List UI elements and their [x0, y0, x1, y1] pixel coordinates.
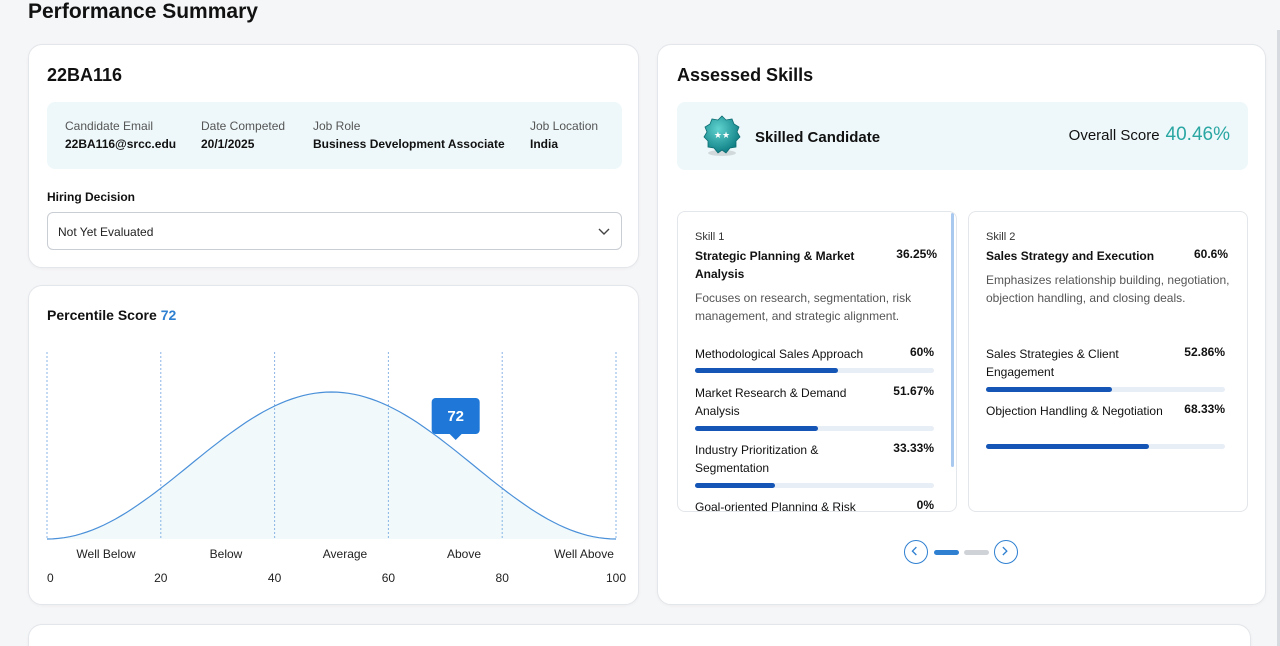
page-title: Performance Summary	[28, 0, 258, 23]
subskill-bar-track	[695, 368, 934, 373]
subskill-score: 60%	[909, 345, 934, 359]
job-location-label: Job Location	[530, 119, 599, 133]
percentile-card: Percentile Score 72 Well Below Below Averag…	[28, 285, 639, 605]
candidate-card: 22BA116 Candidate Email 22BA116@srcc.edu…	[28, 44, 639, 268]
subskill-item: Methodological Sales Approach 60%	[695, 345, 934, 373]
subskill-item: Market Research & Demand Analysis 51.67%	[695, 384, 934, 431]
subskill-score: 0%	[916, 498, 934, 512]
subskill-bar-fill	[695, 426, 819, 431]
percentile-value: 72	[160, 307, 177, 323]
job-location-value: India	[530, 137, 559, 151]
prev-button[interactable]	[904, 540, 928, 564]
x-tick-label: 0	[47, 571, 54, 585]
pager-dot[interactable]	[964, 550, 989, 555]
subskill-bar-track	[695, 426, 934, 431]
subskill-bar-track	[986, 387, 1225, 392]
percentile-title: Percentile Score 72	[47, 307, 176, 323]
hiring-decision-select[interactable]: Not Yet Evaluated	[47, 212, 622, 250]
subskill-score: 51.67%	[893, 384, 934, 398]
overall-score-label: Overall Score	[1068, 127, 1160, 144]
subskill-score: 33.33%	[893, 441, 934, 455]
skill-description: Emphasizes relationship building, negoti…	[986, 273, 1230, 305]
subskill-bar-fill	[986, 444, 1150, 449]
percentile-marker	[431, 398, 480, 440]
percentile-label: Percentile Score	[47, 307, 157, 323]
skill-card-1[interactable]: Skill 1 Strategic Planning & Market Anal…	[677, 211, 957, 512]
subskill-bar-fill	[695, 483, 775, 488]
subskill-item: Industry Prioritization & Segmentation 3…	[695, 441, 934, 488]
page-scrollbar[interactable]	[1277, 30, 1280, 646]
percentile-chart: Well Below Below Average Above Well Above 0 20…	[46, 352, 626, 585]
chevron-left-icon	[911, 546, 917, 556]
skilled-candidate-label: Skilled Candidate	[755, 129, 881, 146]
subskill-score: 52.86%	[1184, 345, 1225, 359]
subskill-name: Goal-oriented Planning & Risk	[695, 500, 856, 512]
subskill-name: Industry Prioritization & Segmentation	[695, 443, 819, 475]
x-tick-label: 40	[268, 571, 282, 585]
x-tick-label: 80	[496, 571, 510, 585]
subskill-item: Goal-oriented Planning & Risk 0%	[695, 498, 934, 512]
band-label: Well Above	[554, 547, 614, 561]
candidate-info-box: Candidate Email 22BA116@srcc.edu Date Co…	[47, 102, 622, 169]
date-label: Date Competed	[201, 119, 286, 133]
hiring-decision-value: Not Yet Evaluated	[58, 225, 154, 239]
chevron-right-icon	[1002, 546, 1008, 556]
overall-score-value: 40.46%	[1165, 124, 1230, 145]
subskill-score: 68.33%	[1184, 402, 1225, 416]
band-label: Average	[323, 547, 368, 561]
x-tick-label: 100	[606, 571, 626, 585]
skill-card-2[interactable]: Skill 2 Sales Strategy and Execution 60.…	[968, 211, 1248, 512]
skill-score: 60.6%	[1193, 247, 1228, 261]
band-label: Well Below	[76, 547, 135, 561]
assessed-skills-title: Assessed Skills	[677, 65, 814, 85]
email-value: 22BA116@srcc.edu	[65, 137, 177, 151]
curve-area	[47, 392, 616, 539]
x-tick-label: 20	[154, 571, 168, 585]
badge-icon: ★★	[703, 115, 741, 156]
pager-dot-active[interactable]	[934, 550, 959, 555]
subskill-name: Methodological Sales Approach	[695, 347, 864, 361]
email-field: Candidate Email 22BA116@srcc.edu	[65, 119, 176, 151]
skill-card-scrollbar[interactable]	[951, 213, 954, 467]
overall-score: Overall Score 40.46%	[1069, 124, 1230, 146]
subskill-bar-track	[695, 483, 934, 488]
subskill-bar-fill	[986, 387, 1113, 392]
email-label: Candidate Email	[65, 119, 154, 133]
date-field: Date Competed 20/1/2025	[201, 119, 285, 151]
hiring-decision-label: Hiring Decision	[47, 190, 136, 204]
svg-text:★★: ★★	[714, 131, 730, 141]
subskill-bar-fill	[695, 368, 839, 373]
subskill-bar-track	[986, 444, 1225, 449]
subskill-item: Sales Strategies & Client Engagement 52.…	[986, 345, 1225, 392]
skill-score: 36.25%	[896, 247, 937, 261]
skill-number: Skill 1	[695, 231, 725, 243]
skill-name: Strategic Planning & Market Analysis	[695, 249, 855, 281]
job-role-value: Business Development Associate	[313, 137, 505, 151]
curve-line	[46, 391, 617, 540]
next-section-card	[28, 624, 1251, 646]
percentile-marker-label: 72	[447, 408, 464, 425]
band-label: Below	[210, 547, 243, 561]
skills-pager	[904, 540, 1022, 564]
skill-number: Skill 2	[986, 231, 1016, 243]
band-label: Above	[447, 547, 481, 561]
date-value: 20/1/2025	[201, 137, 255, 151]
assessed-skills-card: Assessed Skills ★★ Skilled Candidate Ove…	[657, 44, 1266, 605]
subskill-name: Objection Handling & Negotiation	[986, 404, 1163, 418]
skill-name: Sales Strategy and Execution	[986, 249, 1155, 263]
subskill-name: Sales Strategies & Client Engagement	[986, 347, 1119, 379]
x-tick-label: 60	[382, 571, 396, 585]
chevron-down-icon	[598, 228, 610, 235]
job-location-field: Job Location India	[530, 119, 598, 151]
job-role-label: Job Role	[313, 119, 361, 133]
subskill-name: Market Research & Demand Analysis	[695, 386, 847, 418]
next-button[interactable]	[994, 540, 1018, 564]
subskill-item: Objection Handling & Negotiation 68.33%	[986, 402, 1225, 449]
job-role-field: Job Role Business Development Associate	[313, 119, 505, 151]
skill-description: Focuses on research, segmentation, risk …	[695, 291, 912, 323]
skill-banner: ★★ Skilled Candidate Overall Score 40.46…	[677, 102, 1248, 170]
candidate-id: 22BA116	[47, 65, 123, 85]
